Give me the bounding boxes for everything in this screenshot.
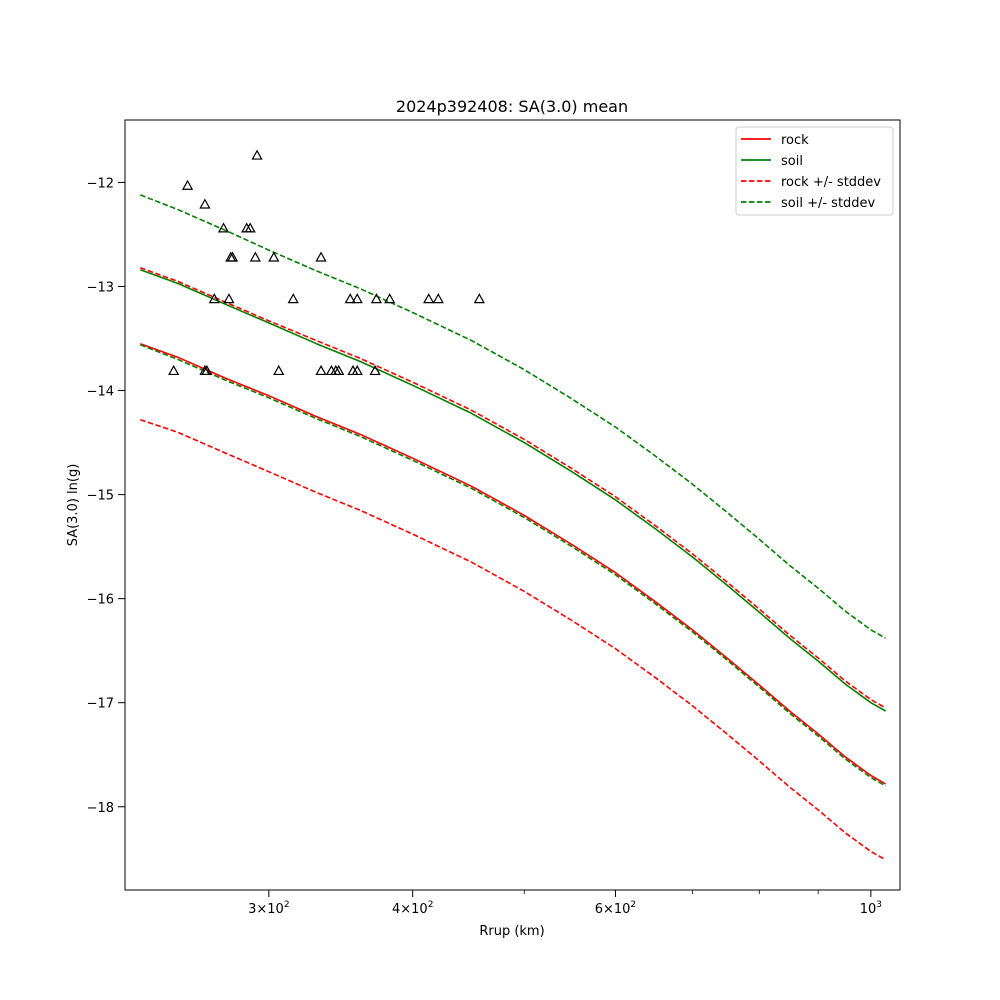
- observation-point: [351, 364, 363, 376]
- observation-point: [384, 293, 396, 304]
- y-tick-label: −14: [87, 385, 114, 400]
- observation-point: [244, 222, 256, 233]
- observation-point: [423, 293, 435, 304]
- legend-box: [735, 126, 894, 216]
- x-tick-label: 6×102: [595, 900, 636, 917]
- chart-title: 2024p392408: SA(3.0) mean: [396, 97, 628, 116]
- observation-point: [249, 251, 261, 262]
- plot-area: [140, 149, 886, 861]
- legend-label: rock +/- stddev: [781, 175, 881, 190]
- legend-label: soil: [781, 154, 803, 169]
- observation-point: [217, 222, 230, 233]
- observation-point: [370, 293, 383, 304]
- y-axis-ticks: −18 −17 −16 −15 −14 −13 −12: [87, 176, 125, 816]
- y-tick-label: −15: [87, 489, 114, 504]
- observation-point: [223, 293, 235, 304]
- y-tick-label: −18: [87, 801, 114, 816]
- observation-point: [201, 364, 213, 376]
- y-axis-label: SA(3.0) ln(g): [66, 464, 81, 547]
- series-line-soil_plus: [140, 194, 886, 639]
- observation-point: [208, 293, 220, 304]
- observation-point: [315, 364, 327, 376]
- observation-point: [226, 251, 239, 262]
- observation-point: [199, 198, 211, 209]
- observation-point: [181, 179, 194, 190]
- observation-point: [351, 293, 363, 304]
- x-axis-ticks: 3×102 4×102 6×102 103: [248, 890, 882, 917]
- y-tick-label: −12: [87, 176, 114, 191]
- observation-point: [473, 293, 485, 304]
- observation-point: [273, 364, 285, 376]
- series-line-soil_mean: [140, 269, 886, 712]
- series-layer: [140, 194, 886, 861]
- y-tick-label: −16: [87, 593, 114, 608]
- observation-point: [287, 293, 299, 304]
- series-line-rock_plus: [140, 267, 886, 709]
- observation-layer: [168, 149, 485, 376]
- observation-point: [315, 251, 327, 262]
- series-line-soil_minus: [140, 344, 886, 787]
- observation-point: [168, 364, 180, 376]
- axes-frame: [124, 119, 901, 891]
- series-line-rock_mean: [140, 342, 886, 785]
- x-tick-label: 3×102: [248, 900, 289, 917]
- legend: rock soil rock +/- stddev soil +/- stddev: [735, 126, 894, 216]
- observation-point: [333, 364, 345, 376]
- observation-point: [251, 149, 263, 160]
- observation-point: [268, 251, 280, 262]
- x-tick-label: 103: [860, 900, 882, 917]
- observation-point: [432, 293, 444, 304]
- legend-label: soil +/- stddev: [781, 196, 876, 211]
- series-line-rock_minus: [140, 418, 886, 861]
- observation-point: [344, 293, 356, 304]
- legend-label: rock: [781, 133, 809, 148]
- y-tick-label: −17: [87, 697, 114, 712]
- x-tick-label: 4×102: [392, 900, 433, 917]
- observation-point: [369, 364, 381, 376]
- y-tick-label: −13: [87, 280, 114, 295]
- x-axis-label: Rrup (km): [479, 924, 544, 939]
